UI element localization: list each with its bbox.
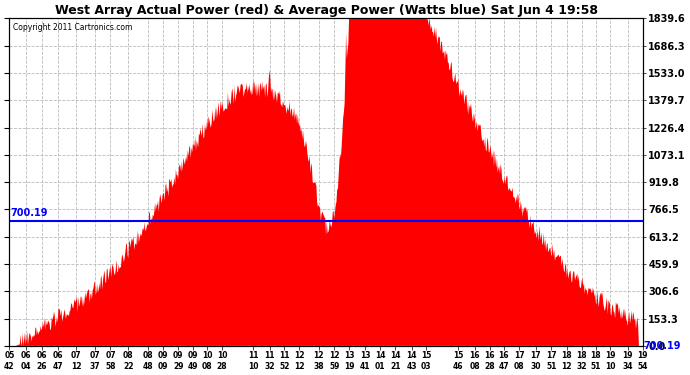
Text: 700.19: 700.19 <box>643 341 681 351</box>
Title: West Array Actual Power (red) & Average Power (Watts blue) Sat Jun 4 19:58: West Array Actual Power (red) & Average … <box>55 4 598 17</box>
Text: Copyright 2011 Cartronics.com: Copyright 2011 Cartronics.com <box>12 23 132 32</box>
Text: 700.19: 700.19 <box>10 208 48 218</box>
